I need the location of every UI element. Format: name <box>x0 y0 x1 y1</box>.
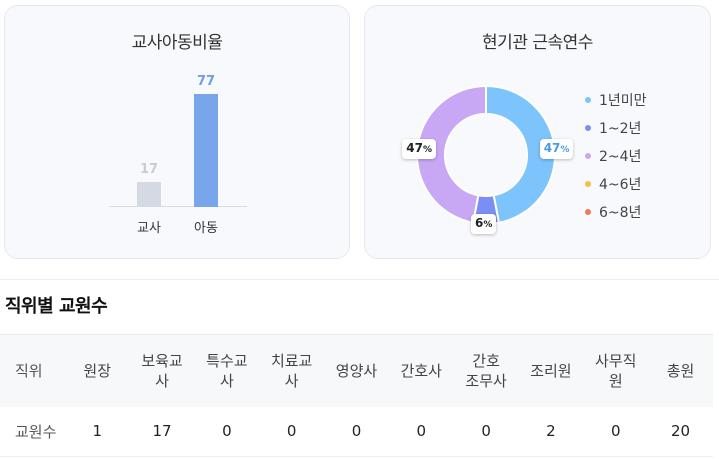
table-cell: 2 <box>518 406 584 457</box>
table-header-cell: 총원 <box>648 334 713 407</box>
bar-value-label: 77 <box>196 74 216 89</box>
table-cell: 0 <box>259 406 325 457</box>
legend-label: 4~6년 <box>599 177 642 193</box>
table-cell: 0 <box>583 406 649 457</box>
legend-dot-icon <box>585 209 591 215</box>
legend-dot-icon <box>585 153 591 159</box>
bar-0 <box>137 182 161 207</box>
table-header-cell: 간호사 <box>388 334 454 407</box>
bar-chart-axis <box>109 206 247 207</box>
ratio-card-title: 교사아동비율 <box>131 33 223 53</box>
legend-item: 2~4년 <box>585 142 647 170</box>
bar-category-label: 아동 <box>194 221 218 236</box>
table-cell: 0 <box>453 406 519 457</box>
tenure-card-title: 현기관 근속연수 <box>482 33 593 53</box>
tenure-legend: 1년미만 1~2년 2~4년 4~6년 6~8년 <box>585 86 647 226</box>
legend-dot-icon <box>585 97 591 103</box>
legend-item: 1~2년 <box>585 114 647 142</box>
table-header-cell: 특수교 사 <box>194 334 260 407</box>
donut-percent-label: 6% <box>471 214 497 234</box>
tenure-card: 현기관 근속연수 1년미만 1~2년 2~4년 4~6년 6~8년 47% 6% 47% <box>364 5 711 259</box>
legend-item: 4~6년 <box>585 170 647 198</box>
bar-category-label: 교사 <box>137 221 161 236</box>
table-header-cell: 원장 <box>64 334 130 407</box>
legend-label: 1년미만 <box>599 93 647 109</box>
table-header-cell: 영양사 <box>324 334 389 407</box>
table-header-cell: 간호 조무사 <box>453 334 519 407</box>
legend-item: 6~8년 <box>585 198 647 226</box>
section-divider <box>0 279 719 280</box>
bar-1 <box>194 94 218 207</box>
donut-percent-label: 47% <box>402 138 437 159</box>
legend-label: 1~2년 <box>599 121 642 137</box>
table-header-cell: 사무직 원 <box>583 334 649 407</box>
table-cell: 0 <box>324 406 389 457</box>
tenure-donut-chart <box>416 84 556 225</box>
table-cell: 17 <box>129 406 195 457</box>
legend-label: 2~4년 <box>599 149 642 165</box>
donut-percent-label: 47% <box>539 138 574 159</box>
legend-dot-icon <box>585 125 591 131</box>
table-header-cell: 조리원 <box>518 334 584 407</box>
table-cell: 1 <box>64 406 130 457</box>
staff-section-title: 직위별 교원수 <box>5 296 108 317</box>
table-cell: 20 <box>648 406 713 457</box>
table-header-cell: 직위 <box>0 334 65 407</box>
donut-slice-0 <box>485 84 556 224</box>
ratio-bar-chart: 17 교사 77 아동 <box>5 6 351 260</box>
table-cell: 교원수 <box>0 406 65 457</box>
legend-dot-icon <box>585 181 591 187</box>
legend-label: 6~8년 <box>599 205 642 221</box>
teacher-child-ratio-card: 교사아동비율 17 교사 77 아동 <box>4 5 350 259</box>
table-row: 교원수 1 17 0 0 0 0 0 2 0 20 <box>0 406 713 457</box>
table-header-cell: 치료교 사 <box>259 334 325 407</box>
bar-value-label: 17 <box>139 162 159 177</box>
legend-item: 1년미만 <box>585 86 647 114</box>
table-header-cell: 보육교 사 <box>129 334 195 407</box>
table-cell: 0 <box>388 406 454 457</box>
donut-slice-2 <box>416 84 487 224</box>
table-cell: 0 <box>194 406 260 457</box>
